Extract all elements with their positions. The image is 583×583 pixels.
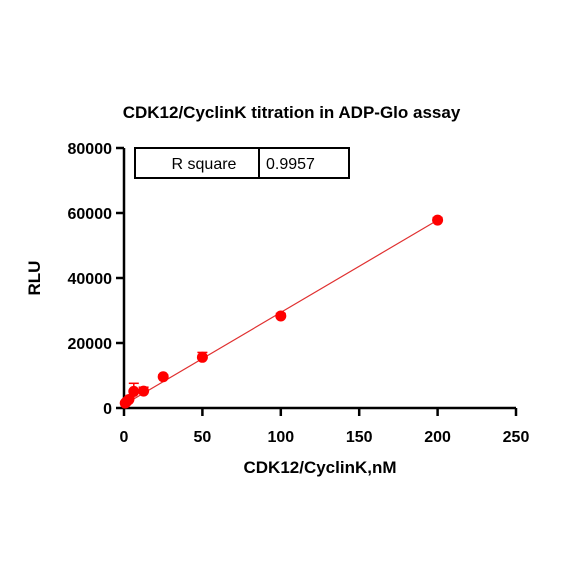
x-axis-label: CDK12/CyclinK,nM: [243, 458, 396, 477]
data-point: [157, 371, 169, 383]
x-tick-label: 250: [503, 429, 530, 446]
data-point: [196, 351, 208, 363]
data-point: [138, 385, 150, 397]
r-square-value-cell: [258, 147, 350, 179]
x-tick-label: 150: [346, 429, 373, 446]
y-tick-label: 80000: [68, 141, 113, 158]
x-tick-label: 50: [194, 429, 212, 446]
axes: [122, 148, 516, 410]
data-point: [123, 394, 135, 406]
data-point: [432, 214, 444, 226]
r-square-label: R square: [172, 156, 237, 173]
x-tick-label: 200: [424, 429, 451, 446]
data-points: [119, 214, 444, 409]
x-tick-label: 0: [120, 429, 129, 446]
r-square-table: R square 0.9957: [134, 147, 350, 179]
data-point: [128, 385, 140, 397]
r-square-value: 0.9957: [266, 156, 315, 173]
chart-title: CDK12/CyclinK titration in ADP-Glo assay: [122, 103, 461, 122]
y-tick-label: 0: [103, 401, 112, 418]
y-axis-label: RLU: [25, 261, 44, 296]
y-tick-label: 20000: [68, 336, 113, 353]
y-tick-label: 60000: [68, 206, 113, 223]
y-tick-label: 40000: [68, 271, 113, 288]
data-point: [275, 310, 287, 322]
ticks: 0 50 100 150 200 250 0 20000 40000 60000 80000: [68, 141, 530, 446]
x-tick-label: 100: [267, 429, 294, 446]
